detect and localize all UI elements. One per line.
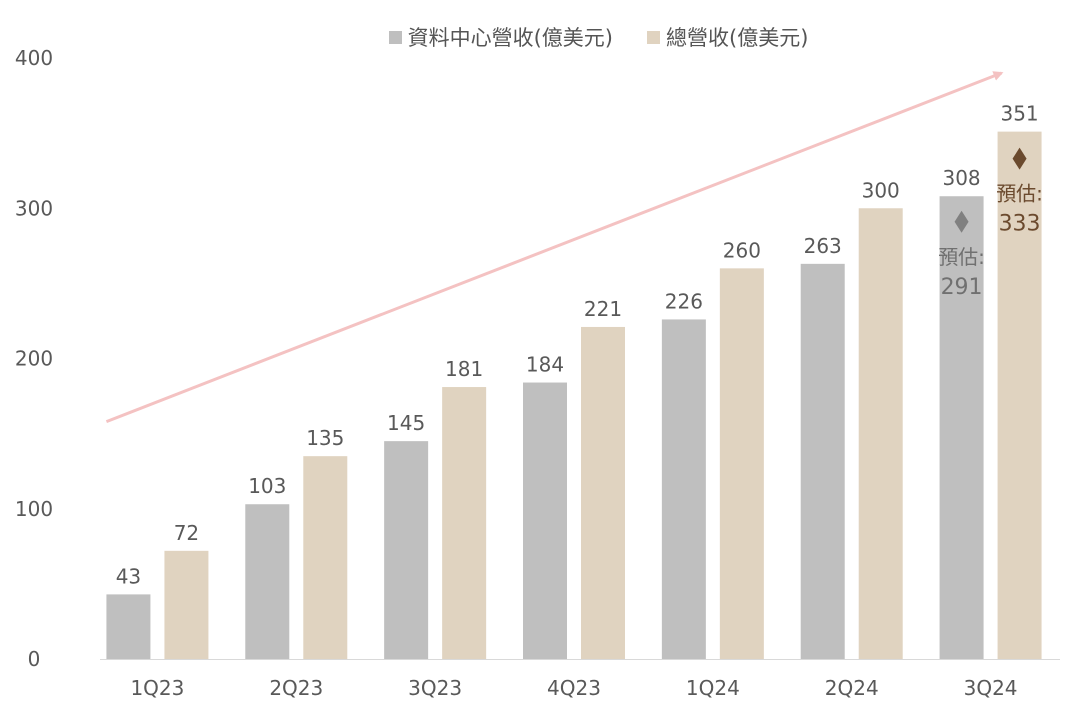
y-tick-label: 300 — [15, 196, 53, 220]
bar-value-label: 145 — [387, 411, 425, 435]
y-tick-label: 400 — [15, 46, 53, 70]
bar-datacenter — [106, 594, 151, 659]
bar-value-label: 221 — [584, 297, 622, 321]
estimate-label: 預估: — [938, 245, 985, 269]
y-tick-label: 0 — [28, 647, 41, 671]
bar-total — [997, 131, 1042, 659]
x-tick-label: 3Q23 — [408, 676, 462, 700]
x-tick-label: 3Q24 — [964, 676, 1018, 700]
estimate-value: 333 — [999, 212, 1041, 237]
bar-value-label: 308 — [942, 166, 980, 190]
legend-swatch-total — [647, 30, 660, 44]
bar-value-label: 135 — [306, 426, 344, 450]
legend-swatch-datacenter — [388, 30, 402, 44]
bar-total — [719, 268, 764, 659]
bar-value-label: 351 — [1000, 102, 1038, 126]
y-tick-label: 100 — [15, 497, 53, 521]
bar-datacenter — [523, 382, 567, 659]
bar-value-label: 300 — [862, 178, 900, 202]
bar-total — [581, 326, 625, 659]
bar-datacenter — [939, 196, 984, 660]
bar-value-label: 260 — [723, 238, 761, 262]
bar-value-label: 226 — [665, 289, 703, 313]
x-tick-label: 4Q23 — [547, 676, 601, 700]
estimate-value: 291 — [941, 275, 983, 300]
axes: 0 100 200 300 400 1Q23 2Q23 3Q23 4Q23 1Q24 2Q24 3Q2… — [15, 46, 1060, 700]
legend-label-datacenter: 資料中心營收(億美元) — [407, 26, 613, 50]
bar-value-label: 181 — [445, 357, 483, 381]
bar-value-label: 43 — [116, 564, 141, 588]
x-tick-label: 2Q24 — [825, 676, 879, 700]
overlay: 預估: 291 預估: 333 — [938, 147, 1043, 300]
estimate-diamond-marker — [1012, 147, 1027, 170]
bar-value-label: 263 — [804, 234, 842, 258]
bar-total — [164, 550, 209, 659]
legend-item-total: 總營收(億美元) — [647, 22, 808, 52]
bar-datacenter — [384, 441, 429, 659]
bar-total — [442, 387, 487, 659]
x-tick-label: 2Q23 — [269, 676, 323, 700]
trend-arrow — [105, 71, 1004, 424]
bar-value-label: 103 — [248, 474, 286, 498]
estimate-diamond-marker — [954, 210, 969, 233]
bar-datacenter — [245, 504, 290, 659]
bar-total — [303, 456, 348, 659]
legend: 資料中心營收(億美元) 總營收(億美元) — [0, 22, 1077, 52]
bar-value-label: 72 — [174, 521, 199, 545]
bar-value-label: 184 — [526, 353, 564, 377]
estimate-label: 預估: — [996, 182, 1043, 206]
bar-datacenter — [661, 319, 706, 659]
bar-total — [858, 208, 903, 659]
x-tick-label: 1Q23 — [130, 676, 184, 700]
legend-label-total: 總營收(億美元) — [666, 26, 809, 50]
legend-item-datacenter: 資料中心營收(億美元) — [388, 22, 613, 52]
y-tick-label: 200 — [15, 347, 53, 371]
bars: 43 103 145 184 226 263 308 72 135 181 221 260 300 351 — [106, 102, 1042, 660]
x-tick-label: 1Q24 — [686, 676, 740, 700]
bar-datacenter — [800, 263, 845, 659]
